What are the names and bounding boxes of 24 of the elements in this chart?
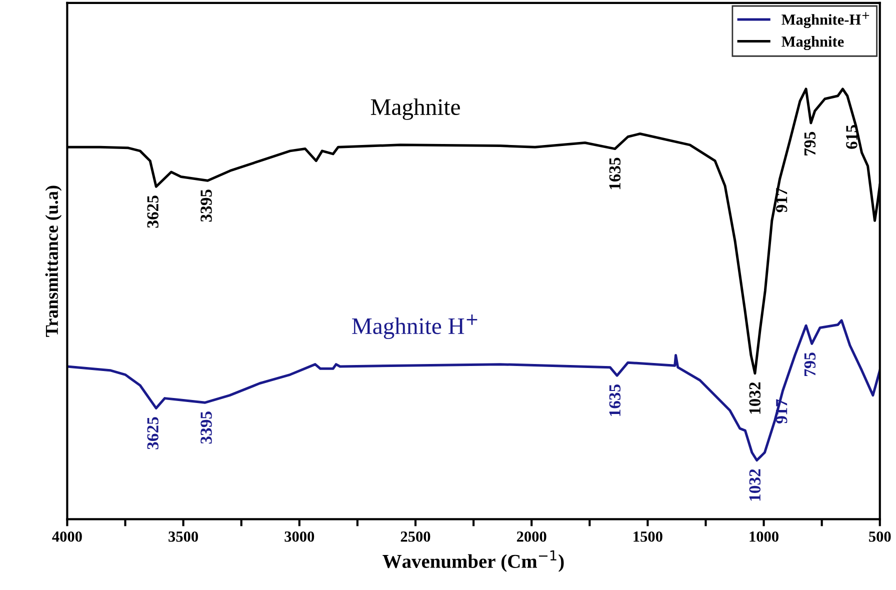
annotation: 1635 [609, 158, 621, 190]
x-tick-label: 1000 [750, 531, 778, 542]
x-axis-title: Wavenumber (Cm$^{−1}$) [382, 550, 564, 572]
annotation: 3395 [200, 412, 212, 444]
x-tick-label: 3500 [168, 531, 198, 542]
annotation: 1032 [749, 469, 761, 501]
y-axis-title: Transmittance (u.a) [45, 186, 62, 337]
annotation: 1032 [749, 382, 761, 414]
annotation: 795 [804, 132, 816, 156]
x-tick-label: 3000 [284, 531, 314, 542]
legend-label: Maghnite-H$^{+}$ [782, 12, 870, 28]
annotation: 795 [804, 352, 816, 376]
annotation: 3625 [147, 196, 158, 228]
annotation: 1635 [609, 384, 621, 416]
annotation: Maghnite H$^{+}$ [352, 314, 478, 340]
x-tick-label: 1500 [634, 531, 662, 542]
annotation: Maghnite [370, 98, 460, 120]
annotation: 3395 [200, 190, 212, 222]
legend-label: Maghnite [782, 36, 844, 50]
x-tick-label: 4000 [52, 531, 82, 542]
x-tick-label: 2500 [400, 531, 430, 542]
annotation: 3625 [147, 417, 158, 450]
x-tick-label: 500 [869, 531, 891, 542]
x-tick-label: 2000 [516, 531, 546, 542]
